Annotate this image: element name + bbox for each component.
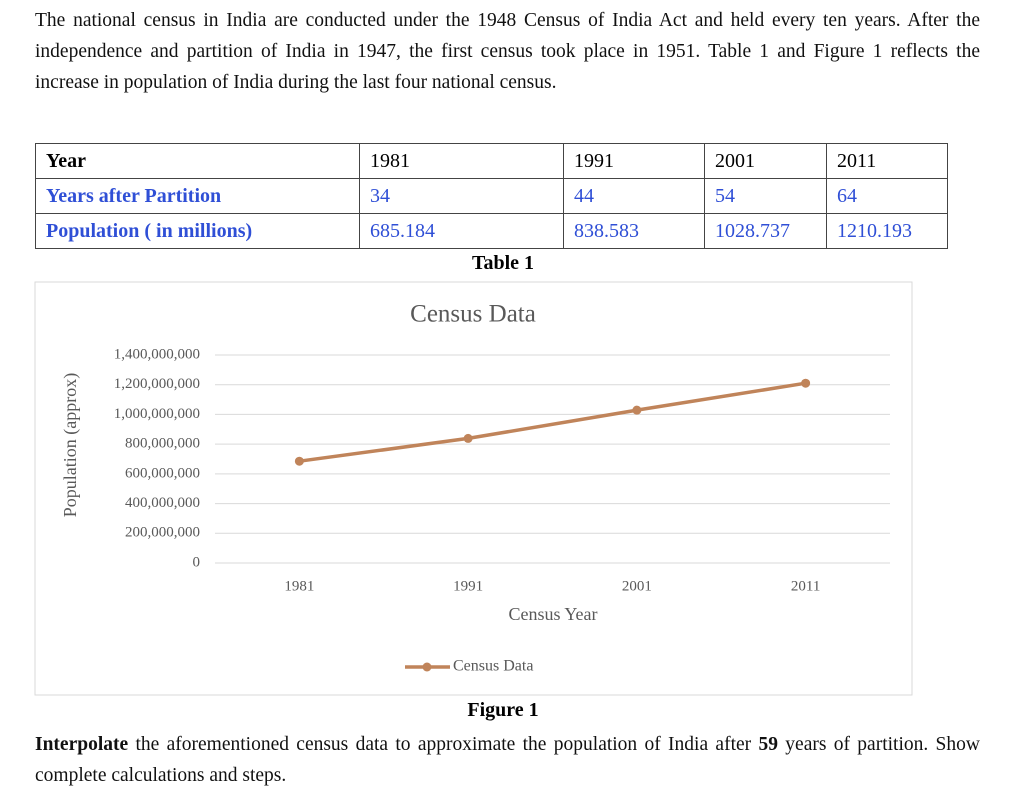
legend-marker <box>422 662 432 672</box>
text: the aforementioned census data to approx… <box>128 734 759 755</box>
point <box>632 405 642 415</box>
table-cell: Year <box>35 143 360 179</box>
x-axis-label: Census Year <box>508 604 597 624</box>
table-cell: 1981 <box>359 143 564 179</box>
chart-title: Census Data <box>410 301 536 328</box>
point <box>463 433 473 443</box>
x-tick-label: 1981 <box>284 578 314 594</box>
point <box>801 378 811 388</box>
chart-frame <box>34 281 913 696</box>
table-cell: 685.184 <box>359 213 564 249</box>
figure-caption: Figure 1 <box>467 699 539 721</box>
bold-text: 59 <box>758 734 778 755</box>
y-tick-label: 200,000,000 <box>125 525 200 541</box>
legend-label: Census Data <box>453 658 533 675</box>
census-table: Year 1981 1991 2001 2011 Years after Par… <box>35 143 948 249</box>
table-cell: Population ( in millions) <box>35 213 360 249</box>
table-cell: 1210.193 <box>826 213 948 249</box>
x-tick-label: 2001 <box>622 578 652 594</box>
point <box>294 456 304 466</box>
y-tick-label: 0 <box>193 554 201 570</box>
table-cell: 838.583 <box>563 213 705 249</box>
question-paragraph: Interpolate the aforementioned census da… <box>35 729 980 791</box>
table-cell: Years after Partition <box>35 178 360 214</box>
table-cell: 34 <box>359 178 564 214</box>
y-axis-label: Population (approx) <box>60 373 81 517</box>
x-tick-label: 1991 <box>453 578 483 594</box>
series-line <box>299 381 806 463</box>
y-tick-label: 400,000,000 <box>125 495 200 511</box>
text: years of partition. Show complete calcul… <box>35 734 980 786</box>
y-tick-label: 1,000,000,000 <box>114 406 200 422</box>
table-cell: 2011 <box>826 143 948 179</box>
y-tick-label: 800,000,000 <box>125 436 200 452</box>
table-cell: 2001 <box>704 143 827 179</box>
x-tick-label: 2011 <box>791 578 820 594</box>
y-tick-label: 1,400,000,000 <box>114 346 200 362</box>
bold-text: Interpolate <box>35 734 129 755</box>
table-caption: Table 1 <box>471 252 535 274</box>
y-tick-label: 1,200,000,000 <box>114 376 200 392</box>
intro-paragraph: The national census in India are conduct… <box>35 10 980 93</box>
y-tick-label: 600,000,000 <box>125 465 200 481</box>
